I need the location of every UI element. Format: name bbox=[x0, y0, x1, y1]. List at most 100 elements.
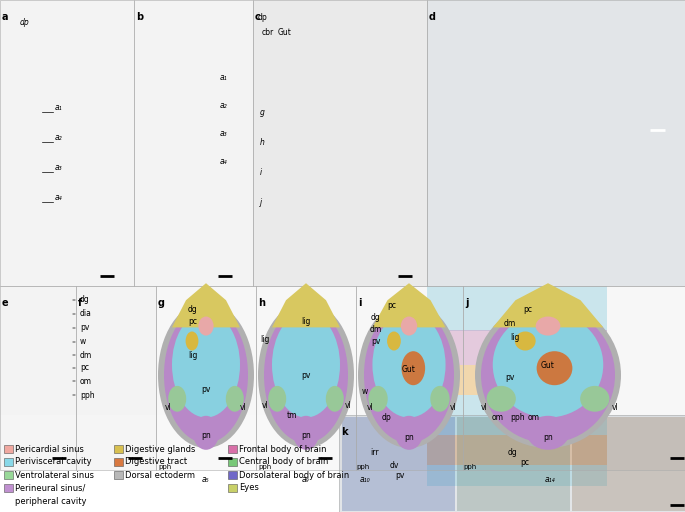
Bar bbox=[342, 417, 455, 511]
Bar bbox=[228, 484, 237, 492]
Bar bbox=[339, 415, 685, 512]
Bar bbox=[457, 417, 570, 511]
Text: pv: pv bbox=[371, 337, 381, 347]
Text: Gut: Gut bbox=[541, 360, 555, 370]
Text: g: g bbox=[260, 108, 265, 117]
Text: a₄: a₄ bbox=[220, 157, 227, 166]
Bar bbox=[228, 458, 237, 466]
Text: Perineural sinus/: Perineural sinus/ bbox=[15, 483, 86, 493]
Ellipse shape bbox=[226, 386, 244, 412]
Text: a: a bbox=[2, 12, 8, 22]
Bar bbox=[156, 286, 256, 470]
Text: dg: dg bbox=[508, 448, 518, 457]
Text: dg: dg bbox=[188, 306, 198, 314]
Text: vl: vl bbox=[481, 403, 487, 413]
Text: pn: pn bbox=[301, 431, 311, 439]
Bar bbox=[4, 471, 13, 479]
Bar bbox=[427, 286, 607, 331]
Bar bbox=[4, 484, 13, 492]
Text: vl: vl bbox=[164, 403, 171, 413]
Ellipse shape bbox=[172, 312, 240, 417]
Ellipse shape bbox=[401, 351, 425, 385]
Ellipse shape bbox=[164, 307, 248, 443]
Text: c: c bbox=[255, 12, 261, 22]
Text: vl: vl bbox=[262, 400, 269, 410]
Ellipse shape bbox=[364, 307, 454, 443]
Text: a₃: a₃ bbox=[220, 129, 227, 138]
Ellipse shape bbox=[395, 416, 423, 450]
Bar bbox=[114, 471, 123, 479]
Bar bbox=[256, 286, 356, 470]
Bar bbox=[134, 0, 253, 286]
Ellipse shape bbox=[536, 351, 573, 385]
Text: cbr: cbr bbox=[262, 28, 274, 37]
Bar bbox=[427, 0, 685, 286]
Bar bbox=[134, 0, 253, 286]
Text: pc: pc bbox=[520, 458, 529, 467]
Text: h: h bbox=[258, 298, 265, 308]
Text: pc: pc bbox=[388, 301, 397, 309]
Text: Central body of brain: Central body of brain bbox=[239, 458, 328, 466]
Text: vl: vl bbox=[449, 403, 456, 413]
Text: om: om bbox=[528, 413, 540, 422]
Text: lig: lig bbox=[260, 335, 270, 345]
Text: g: g bbox=[158, 298, 165, 308]
Bar bbox=[427, 395, 607, 435]
Polygon shape bbox=[493, 283, 603, 327]
Ellipse shape bbox=[486, 386, 516, 412]
Polygon shape bbox=[172, 283, 240, 327]
Text: pc: pc bbox=[523, 306, 532, 314]
Text: a₁: a₁ bbox=[220, 73, 227, 82]
Text: om: om bbox=[492, 413, 504, 422]
Text: vl: vl bbox=[240, 403, 247, 413]
Text: pph: pph bbox=[80, 391, 95, 399]
Ellipse shape bbox=[536, 316, 560, 335]
Text: om: om bbox=[80, 376, 92, 386]
Bar bbox=[356, 286, 463, 470]
Polygon shape bbox=[272, 283, 340, 327]
Text: Perivisceral cavity: Perivisceral cavity bbox=[15, 458, 92, 466]
Bar bbox=[463, 286, 685, 470]
Text: a₃: a₃ bbox=[55, 163, 62, 172]
Ellipse shape bbox=[264, 307, 348, 443]
Bar bbox=[427, 330, 607, 365]
Text: e: e bbox=[2, 298, 9, 308]
Text: Pericardial sinus: Pericardial sinus bbox=[15, 444, 84, 454]
Bar bbox=[228, 445, 237, 453]
Bar bbox=[76, 286, 156, 470]
Text: pc: pc bbox=[188, 317, 197, 327]
Ellipse shape bbox=[326, 386, 344, 412]
Bar bbox=[0, 286, 76, 470]
Text: lig: lig bbox=[510, 333, 520, 343]
Text: dp: dp bbox=[382, 413, 392, 422]
Text: irr: irr bbox=[370, 448, 379, 457]
Text: peripheral cavity: peripheral cavity bbox=[15, 497, 86, 505]
Text: a₂: a₂ bbox=[220, 101, 227, 110]
Text: pph: pph bbox=[510, 413, 525, 422]
Bar bbox=[339, 415, 685, 512]
Text: Dorsal ectoderm: Dorsal ectoderm bbox=[125, 471, 195, 480]
Text: pc: pc bbox=[80, 364, 89, 373]
Ellipse shape bbox=[475, 302, 621, 448]
Bar bbox=[427, 465, 607, 486]
Bar bbox=[0, 0, 134, 286]
Text: i: i bbox=[358, 298, 362, 308]
Text: w: w bbox=[80, 337, 86, 347]
Text: pv: pv bbox=[201, 386, 211, 395]
Text: f: f bbox=[78, 298, 82, 308]
Text: a₉: a₉ bbox=[302, 475, 310, 484]
Ellipse shape bbox=[373, 312, 445, 417]
Text: Gut: Gut bbox=[402, 366, 416, 374]
Text: vl: vl bbox=[345, 400, 351, 410]
Bar bbox=[253, 0, 427, 286]
Bar bbox=[156, 286, 256, 470]
Text: Dorsolateral body of brain: Dorsolateral body of brain bbox=[239, 471, 349, 480]
Bar bbox=[0, 415, 339, 512]
Bar bbox=[572, 417, 685, 511]
Ellipse shape bbox=[169, 386, 186, 412]
Text: pph: pph bbox=[158, 464, 171, 470]
Text: a₁₄: a₁₄ bbox=[545, 475, 556, 484]
Text: pv: pv bbox=[506, 373, 514, 382]
Ellipse shape bbox=[430, 386, 449, 412]
Bar bbox=[427, 365, 607, 395]
